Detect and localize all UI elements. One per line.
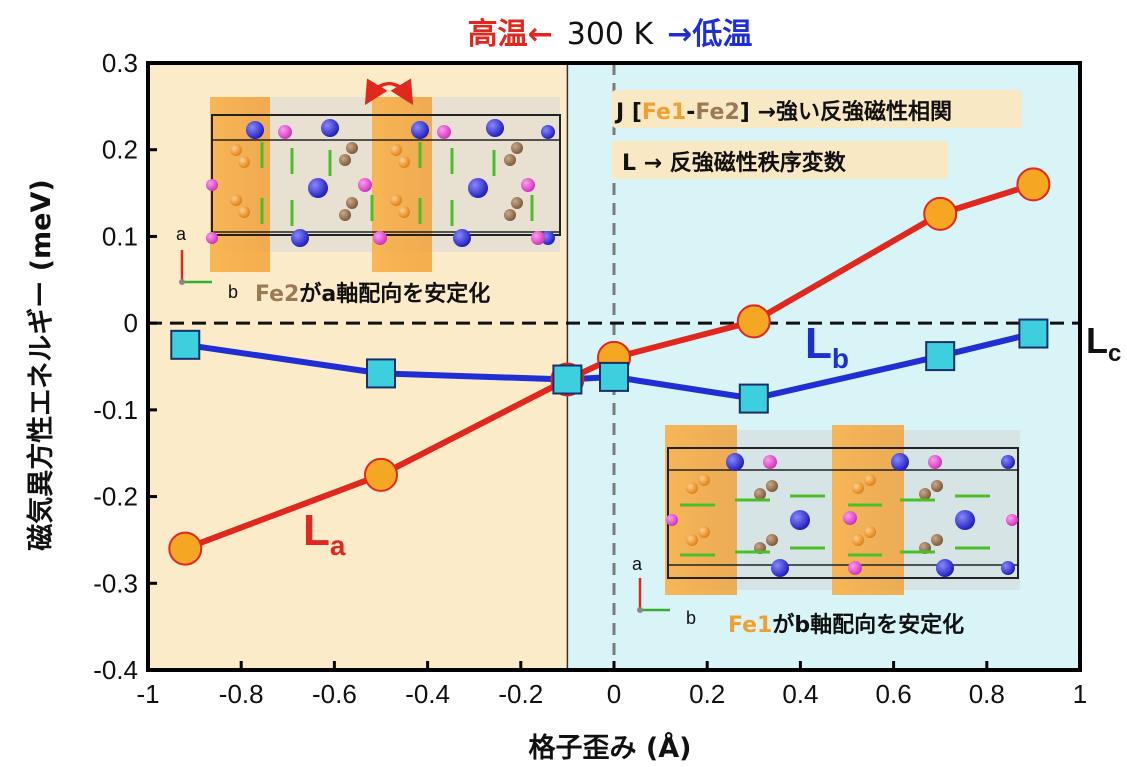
inset-axes-right bbox=[637, 578, 670, 613]
x-tick-label: 0.2 bbox=[689, 679, 725, 709]
x-tick-label: -0.8 bbox=[219, 679, 264, 709]
y-tick-label: 0.1 bbox=[102, 221, 138, 251]
series-la-main: L bbox=[303, 506, 330, 555]
series-lb-point bbox=[925, 341, 956, 372]
series-lb-point bbox=[1018, 318, 1049, 349]
j-suffix: ] →強い反強磁性相関 bbox=[740, 99, 952, 125]
y-tick-label: -0.3 bbox=[93, 568, 138, 598]
left-inset-caption: Fe2がa軸配向を安定化 bbox=[255, 281, 490, 307]
zero-reference-label: Lc bbox=[1086, 320, 1121, 367]
inset-right-axis-a: a bbox=[632, 554, 643, 574]
series-la-point bbox=[736, 304, 771, 339]
inset-left-axis-a: a bbox=[176, 224, 187, 244]
left-inset-text: がa軸配向を安定化 bbox=[299, 281, 490, 307]
top-title: 高温← 300 K →低温 bbox=[468, 17, 753, 52]
y-tick-label: 0.3 bbox=[102, 48, 138, 78]
y-axis-ticks: 0.3 0.2 0.1 0 -0.1 -0.2 -0.3 -0.4 bbox=[93, 48, 157, 685]
l-annotation: L → 反強磁性秩序変数 bbox=[622, 150, 847, 176]
series-la-point bbox=[364, 457, 398, 492]
j-dash: - bbox=[686, 100, 695, 125]
series-lb-point bbox=[552, 364, 583, 395]
top-title-left: 高温← bbox=[468, 17, 553, 52]
series-la-sub: a bbox=[330, 530, 346, 561]
inset-axes-left bbox=[179, 250, 212, 285]
x-axis-ticks: -1 -0.8 -0.6 -0.4 -0.2 0 0.2 0.4 0.6 0.8 1 bbox=[136, 661, 1087, 709]
j-prefix: J [ bbox=[614, 100, 642, 125]
x-axis-title: 格子歪み (Å) bbox=[529, 732, 692, 764]
right-inset-text: がb軸配向を安定化 bbox=[772, 612, 964, 638]
x-tick-label: 0.6 bbox=[876, 679, 912, 709]
x-tick-label: -0.4 bbox=[405, 679, 450, 709]
x-tick-label: -0.6 bbox=[312, 679, 357, 709]
top-title-middle: 300 K bbox=[567, 17, 655, 52]
series-lb-markers bbox=[170, 318, 1049, 414]
x-tick-label: 0.4 bbox=[782, 679, 818, 709]
x-tick-label: 0.8 bbox=[969, 679, 1005, 709]
series-la-point bbox=[1016, 167, 1051, 202]
series-lb-point bbox=[738, 383, 769, 414]
series-la-label: La bbox=[303, 506, 346, 561]
x-tick-label: -1 bbox=[136, 679, 159, 709]
series-lb-point bbox=[366, 358, 396, 389]
series-lb-sub: b bbox=[832, 343, 849, 374]
series-la-point bbox=[923, 196, 958, 231]
l-annotation-box bbox=[612, 141, 948, 179]
series-lb-point bbox=[599, 361, 629, 392]
series-lb-label: Lb bbox=[805, 319, 849, 374]
zero-reference-main: L bbox=[1086, 320, 1108, 361]
left-inset-fe: Fe2 bbox=[255, 282, 299, 307]
j-annotation-box bbox=[612, 90, 1022, 128]
series-la-point bbox=[168, 531, 203, 566]
inset-right-axis-b: b bbox=[686, 608, 696, 628]
j-fe2: Fe2 bbox=[695, 100, 739, 125]
j-annotation: J [Fe1-Fe2] →強い反強磁性相関 bbox=[614, 99, 952, 125]
x-tick-label: 1 bbox=[1073, 679, 1087, 709]
y-tick-label: -0.4 bbox=[93, 655, 138, 685]
x-tick-label: 0 bbox=[607, 679, 621, 709]
y-tick-label: 0.2 bbox=[102, 135, 138, 165]
series-lb-main: L bbox=[805, 319, 832, 368]
j-fe1: Fe1 bbox=[642, 100, 686, 125]
top-title-right: →低温 bbox=[667, 17, 752, 52]
crystal-inset-bottom-right bbox=[665, 425, 1020, 595]
x-tick-label: -0.2 bbox=[498, 679, 543, 709]
right-inset-fe: Fe1 bbox=[728, 613, 772, 638]
y-tick-label: -0.1 bbox=[93, 395, 138, 425]
y-axis-title: 磁気異方性エネルギー (meV) bbox=[25, 179, 57, 550]
zero-reference-sub: c bbox=[1108, 340, 1121, 367]
y-tick-label: 0 bbox=[124, 308, 138, 338]
right-inset-caption: Fe1がb軸配向を安定化 bbox=[728, 612, 964, 638]
inset-left-axis-b: b bbox=[228, 282, 238, 302]
series-lb-point bbox=[170, 329, 201, 360]
y-tick-label: -0.2 bbox=[93, 482, 138, 512]
crystal-inset-top-left bbox=[206, 78, 561, 272]
